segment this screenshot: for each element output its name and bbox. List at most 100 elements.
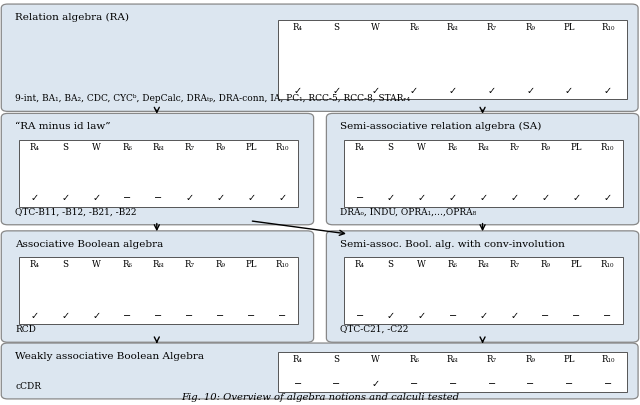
Text: ✓: ✓ [449,193,457,203]
Text: −: − [449,379,457,389]
Text: ✓: ✓ [31,311,39,321]
Text: ✓: ✓ [479,193,488,203]
Text: ✓: ✓ [371,86,380,96]
Text: R₇: R₇ [486,355,497,364]
Bar [278,352,627,392]
Text: R₉: R₉ [215,143,225,152]
Text: ✓: ✓ [510,311,518,321]
Text: R₆ₗ: R₆ₗ [152,143,164,152]
Text: −: − [124,311,132,321]
Text: W: W [92,260,101,269]
Text: R₆: R₆ [122,260,132,269]
Text: ✓: ✓ [572,193,580,203]
Text: R₁₀: R₁₀ [600,260,614,269]
Text: W: W [92,143,101,152]
Text: ✓: ✓ [216,193,225,203]
Text: −: − [449,311,457,321]
Text: R₁₀: R₁₀ [601,23,614,32]
Text: −: − [294,379,302,389]
Text: ✓: ✓ [332,86,340,96]
Text: “RA minus id law”: “RA minus id law” [15,122,111,131]
Text: PL: PL [563,23,575,32]
Text: −: − [124,193,132,203]
Bar [19,140,298,207]
Text: R₄: R₄ [293,23,303,32]
Text: S: S [63,260,68,269]
Text: −: − [356,193,364,203]
Text: Associative Boolean algebra: Associative Boolean algebra [15,240,164,249]
Text: −: − [356,311,364,321]
Text: PL: PL [571,143,582,152]
Text: PL: PL [563,355,575,364]
Text: 9-int, BA₁, BA₂, CDC, CYCᵇ, DepCalc, DRAₜₚ, DRA-conn, IA, PC₁, RCC-5, RCC-8, STA: 9-int, BA₁, BA₂, CDC, CYCᵇ, DepCalc, DRA… [15,94,410,103]
Text: ✓: ✓ [61,311,70,321]
Text: R₆ₗ: R₆ₗ [447,355,459,364]
Text: Semi-assoc. Bool. alg. with conv-involution: Semi-assoc. Bool. alg. with conv-involut… [340,240,565,249]
Text: −: − [332,379,340,389]
Text: R₆ₗ: R₆ₗ [477,143,490,152]
Bar [278,20,627,99]
Text: QTC-B11, -B12, -B21, -B22: QTC-B11, -B12, -B21, -B22 [15,208,137,217]
Text: R₆ₗ: R₆ₗ [447,23,459,32]
Text: ✓: ✓ [510,193,518,203]
Text: R₄: R₄ [29,260,40,269]
Text: R₆: R₆ [122,143,132,152]
Text: R₇: R₇ [184,143,195,152]
Text: Relation algebra (RA): Relation algebra (RA) [15,13,129,22]
Text: R₄: R₄ [293,355,303,364]
Text: R₄: R₄ [29,143,40,152]
Text: −: − [572,311,580,321]
Text: S: S [63,143,68,152]
Text: Semi-associative relation algebra (SA): Semi-associative relation algebra (SA) [340,122,542,132]
Text: R₇: R₇ [509,260,520,269]
Text: −: − [565,379,573,389]
Text: ✓: ✓ [541,193,550,203]
Text: ✓: ✓ [387,311,395,321]
Text: −: − [154,311,163,321]
Text: Fig. 10: Overview of algebra notions and calculi tested: Fig. 10: Overview of algebra notions and… [181,393,459,402]
Text: ✓: ✓ [294,86,302,96]
Text: R₆ₗ: R₆ₗ [477,260,490,269]
Text: R₆: R₆ [409,23,419,32]
Text: ✓: ✓ [526,86,534,96]
Text: R₁₀: R₁₀ [275,143,289,152]
Text: DRAₒ, INDU, OPRA₁,…,OPRA₈: DRAₒ, INDU, OPRA₁,…,OPRA₈ [340,208,477,217]
Text: −: − [603,311,611,321]
FancyBboxPatch shape [1,113,314,225]
Text: R₉: R₉ [540,143,550,152]
Text: ✓: ✓ [371,379,380,389]
Text: ✓: ✓ [479,311,488,321]
Text: −: − [154,193,163,203]
Text: R₄: R₄ [355,143,365,152]
Bar [19,257,298,324]
FancyBboxPatch shape [326,231,639,342]
Text: ✓: ✓ [278,193,286,203]
Text: ✓: ✓ [387,193,395,203]
Text: ✓: ✓ [488,86,495,96]
Text: R₆: R₆ [447,260,458,269]
Text: −: − [410,379,418,389]
Text: ✓: ✓ [417,193,426,203]
Text: R₇: R₇ [486,23,497,32]
Text: ✓: ✓ [247,193,255,203]
Text: R₆ₗ: R₆ₗ [152,260,164,269]
Text: PL: PL [246,143,257,152]
Text: S: S [333,23,340,32]
Text: −: − [278,311,286,321]
Text: ✓: ✓ [185,193,193,203]
Text: −: − [216,311,225,321]
Text: QTC-C21, -C22: QTC-C21, -C22 [340,325,409,334]
Text: W: W [417,260,426,269]
Text: R₇: R₇ [509,143,520,152]
Text: R₉: R₉ [215,260,225,269]
Text: cCDR: cCDR [15,382,42,391]
Text: −: − [604,379,612,389]
Bar [344,140,623,207]
Text: RCD: RCD [15,325,36,334]
Text: R₉: R₉ [540,260,550,269]
Text: ✓: ✓ [449,86,457,96]
Text: ✓: ✓ [92,193,100,203]
Text: S: S [388,260,394,269]
FancyBboxPatch shape [326,113,639,225]
Text: −: − [526,379,534,389]
